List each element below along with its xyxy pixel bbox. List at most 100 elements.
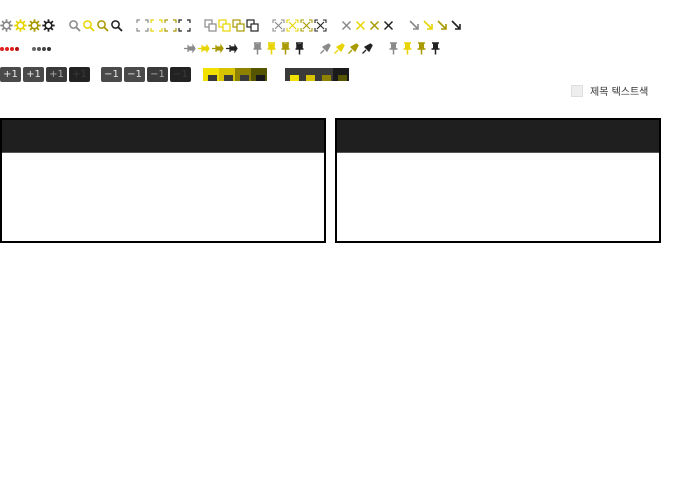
pin-side-dark-icon[interactable] xyxy=(225,42,238,55)
gray-dot[interactable] xyxy=(32,47,36,51)
copy-gray-icon[interactable] xyxy=(204,19,217,32)
decrement-button-group: −1 −1 −1 −1 xyxy=(101,67,193,82)
pin-side-gray-icon[interactable] xyxy=(183,42,196,55)
increment-button[interactable]: +1 xyxy=(0,67,21,82)
copy-icon-group xyxy=(204,19,260,32)
red-dot[interactable] xyxy=(5,47,9,51)
pin-down-yellow-icon[interactable] xyxy=(265,42,278,55)
select-olive-icon[interactable] xyxy=(164,19,177,32)
arrow-gray-icon[interactable] xyxy=(408,19,421,32)
dark-theme-swatch-inner xyxy=(306,75,315,81)
pin-tilt-icon-group xyxy=(319,42,375,55)
dark-theme-swatch-inner xyxy=(338,75,347,81)
dark-theme-swatch-inner xyxy=(322,75,331,81)
red-dots-group xyxy=(0,47,20,51)
increment-button-group: +1 +1 +1 +1 xyxy=(0,67,92,82)
gear-gray-icon[interactable] xyxy=(0,19,13,32)
decrement-button[interactable]: −1 xyxy=(170,67,191,82)
dark-theme-swatch[interactable] xyxy=(317,68,333,81)
red-dot[interactable] xyxy=(0,47,4,51)
decrement-button[interactable]: −1 xyxy=(101,67,122,82)
pin-down-olive-icon[interactable] xyxy=(279,42,292,55)
select-yellow-icon[interactable] xyxy=(150,19,163,32)
title-text-color-option[interactable]: 제목 텍스트색 xyxy=(571,83,648,98)
light-theme-swatch-inner xyxy=(224,75,233,81)
title-text-color-checkbox[interactable] xyxy=(571,85,583,97)
close-yellow-icon[interactable] xyxy=(354,19,367,32)
gray-dots-group xyxy=(32,47,52,51)
zoom-olive-icon[interactable] xyxy=(96,19,109,32)
select-dark-icon[interactable] xyxy=(178,19,191,32)
increment-button[interactable]: +1 xyxy=(69,67,90,82)
expand-icon-group xyxy=(272,19,328,32)
dark-theme-swatch-inner xyxy=(290,75,299,81)
swatch-group-dark xyxy=(285,68,349,81)
dark-theme-swatch[interactable] xyxy=(301,68,317,81)
arrow-icon-group xyxy=(408,19,464,32)
gray-dot[interactable] xyxy=(37,47,41,51)
pin-down-gray-icon[interactable] xyxy=(251,42,264,55)
decrement-button[interactable]: −1 xyxy=(147,67,168,82)
pin-up-icon-group xyxy=(387,42,443,55)
light-theme-swatch[interactable] xyxy=(219,68,235,81)
pin-side-olive-icon[interactable] xyxy=(211,42,224,55)
copy-olive-icon[interactable] xyxy=(232,19,245,32)
gray-dot[interactable] xyxy=(42,47,46,51)
gear-olive-icon[interactable] xyxy=(28,19,41,32)
select-icon-group xyxy=(136,19,192,32)
panel-left-header xyxy=(2,120,324,153)
red-dot[interactable] xyxy=(15,47,19,51)
red-dot[interactable] xyxy=(10,47,14,51)
pin-up-dark-icon[interactable] xyxy=(429,42,442,55)
zoom-icon-group xyxy=(68,19,124,32)
arrow-olive-icon[interactable] xyxy=(436,19,449,32)
dark-theme-swatch[interactable] xyxy=(333,68,349,81)
zoom-gray-icon[interactable] xyxy=(68,19,81,32)
pin-tilt-olive-icon[interactable] xyxy=(347,42,360,55)
panel-left xyxy=(0,118,326,243)
light-theme-swatch-inner xyxy=(240,75,249,81)
title-text-color-label: 제목 텍스트색 xyxy=(590,83,648,98)
gear-dark-icon[interactable] xyxy=(42,19,55,32)
gear-yellow-icon[interactable] xyxy=(14,19,27,32)
expand-gray-icon[interactable] xyxy=(272,19,285,32)
toolbar-row-3: +1 +1 +1 +1 −1 −1 −1 −1 xyxy=(0,67,349,82)
copy-dark-icon[interactable] xyxy=(246,19,259,32)
copy-yellow-icon[interactable] xyxy=(218,19,231,32)
toolbar-row-2 xyxy=(0,42,443,55)
dark-theme-swatch[interactable] xyxy=(285,68,301,81)
decrement-button[interactable]: −1 xyxy=(124,67,145,82)
pin-up-yellow-icon[interactable] xyxy=(401,42,414,55)
gray-dot[interactable] xyxy=(47,47,51,51)
close-olive-icon[interactable] xyxy=(368,19,381,32)
zoom-yellow-icon[interactable] xyxy=(82,19,95,32)
expand-yellow-icon[interactable] xyxy=(286,19,299,32)
panel-right-header xyxy=(337,120,659,153)
close-gray-icon[interactable] xyxy=(340,19,353,32)
toolbar-row-1 xyxy=(0,19,464,32)
pin-up-olive-icon[interactable] xyxy=(415,42,428,55)
pin-down-dark-icon[interactable] xyxy=(293,42,306,55)
light-theme-swatch-inner xyxy=(208,75,217,81)
select-gray-icon[interactable] xyxy=(136,19,149,32)
close-dark-icon[interactable] xyxy=(382,19,395,32)
arrow-yellow-icon[interactable] xyxy=(422,19,435,32)
light-theme-swatch[interactable] xyxy=(251,68,267,81)
expand-olive-icon[interactable] xyxy=(300,19,313,32)
pin-tilt-dark-icon[interactable] xyxy=(361,42,374,55)
close-icon-group xyxy=(340,19,396,32)
pin-tilt-yellow-icon[interactable] xyxy=(333,42,346,55)
panel-right xyxy=(335,118,661,243)
zoom-dark-icon[interactable] xyxy=(110,19,123,32)
pin-tilt-gray-icon[interactable] xyxy=(319,42,332,55)
light-theme-swatch[interactable] xyxy=(235,68,251,81)
pin-side-yellow-icon[interactable] xyxy=(197,42,210,55)
swatch-group-light xyxy=(203,68,267,81)
settings-icon-group xyxy=(0,19,56,32)
increment-button[interactable]: +1 xyxy=(23,67,44,82)
pin-up-gray-icon[interactable] xyxy=(387,42,400,55)
light-theme-swatch[interactable] xyxy=(203,68,219,81)
arrow-dark-icon[interactable] xyxy=(450,19,463,32)
expand-dark-icon[interactable] xyxy=(314,19,327,32)
increment-button[interactable]: +1 xyxy=(46,67,67,82)
